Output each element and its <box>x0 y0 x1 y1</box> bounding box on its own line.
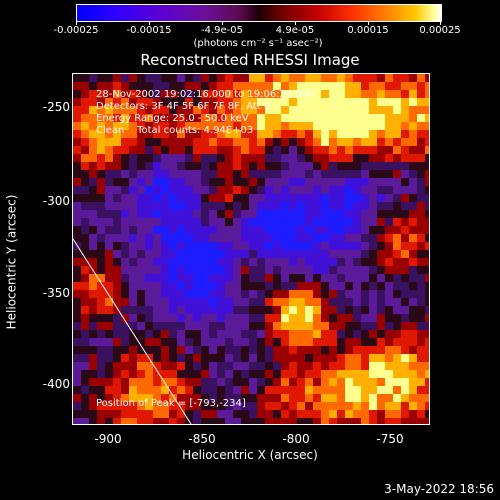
colorbar-tick-label: -0.00015 <box>126 25 172 36</box>
colorbar-tick <box>295 21 296 25</box>
colorbar-tick <box>440 21 441 25</box>
colorbar-tick <box>368 21 369 25</box>
colorbar-tick-label: 0.00015 <box>347 25 389 36</box>
colorbar-units: (photons cm⁻² s⁻¹ asec⁻²) <box>193 38 323 49</box>
x-tick-label: -750 <box>376 432 404 446</box>
timestamp: 3-May-2022 18:56 <box>384 482 494 496</box>
x-tick-label: -900 <box>94 432 122 446</box>
y-tick-label: -250 <box>42 100 70 114</box>
x-axis-label: Heliocentric X (arcsec) <box>182 448 318 462</box>
colorbar-tick-label: -4.9e-05 <box>201 25 243 36</box>
y-tick-label: -350 <box>42 286 70 300</box>
solar-limb-line <box>73 238 192 424</box>
heatmap-image <box>73 74 429 424</box>
colorbar-tick-label: 0.00025 <box>419 25 461 36</box>
rhessi-image-plot <box>72 73 430 425</box>
colorbar-tick <box>76 21 77 25</box>
colorbar-tick-label: -0.00025 <box>53 25 99 36</box>
colorbar-tick-label: 4.9e-05 <box>275 25 315 36</box>
info-time-range: 28-Nov-2002 19:02:16.000 to 19:06:20.000 <box>96 89 315 100</box>
y-tick-label: -400 <box>42 377 70 391</box>
x-tick-label: -850 <box>188 432 216 446</box>
colorbar <box>76 4 442 22</box>
colorbar-tick <box>222 21 223 25</box>
y-tick-label: -300 <box>42 194 70 208</box>
plot-title: Reconstructed RHESSI Image <box>140 51 360 69</box>
colorbar-tick <box>149 21 150 25</box>
info-peak-position: Position of Peak = [-793,-234] <box>96 398 246 409</box>
y-axis-label: Heliocentric Y (arcsec) <box>4 194 19 330</box>
info-total-counts: Clean Total counts: 4.94E+03 <box>96 125 254 136</box>
info-detectors: Detectors: 3F 4F 5F 6F 7F 8F, Att 0 <box>96 101 271 112</box>
x-tick-label: -800 <box>282 432 310 446</box>
info-energy-range: Energy Range: 25.0 - 50.0 keV <box>96 113 249 124</box>
